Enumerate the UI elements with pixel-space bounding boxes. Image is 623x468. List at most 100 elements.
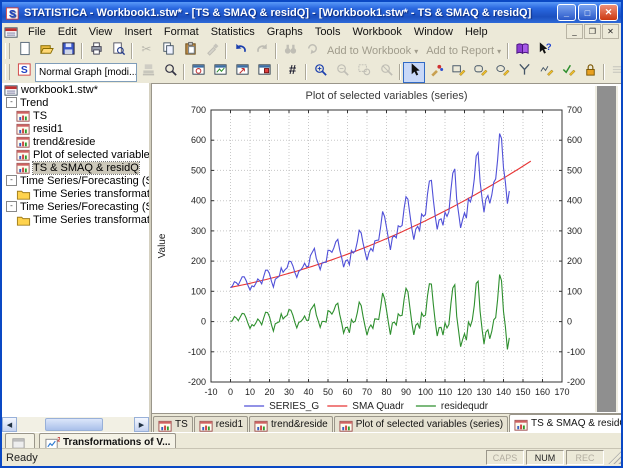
new-page-icon xyxy=(17,41,32,61)
tree-horizontal-scrollbar[interactable]: ◀ ▶ xyxy=(2,417,149,432)
menu-format[interactable]: Format xyxy=(158,25,205,39)
tree-item[interactable]: workbook1.stw* xyxy=(2,83,149,96)
help-book-button[interactable] xyxy=(511,40,533,61)
draw-custom-button[interactable] xyxy=(557,62,579,83)
save-button[interactable] xyxy=(57,40,79,61)
tree-expander[interactable]: - xyxy=(6,201,17,212)
context-help-button[interactable]: ? xyxy=(533,40,555,61)
window-zoom-icon xyxy=(191,62,206,82)
tree-expander[interactable]: - xyxy=(6,175,17,186)
graph-type-select[interactable]: Normal Graph [modi...▼ xyxy=(35,63,137,82)
menu-file[interactable]: File xyxy=(22,25,52,39)
workbook-tab[interactable]: Plot of selected variables (series) xyxy=(334,416,508,432)
status-bar: Ready CAPSNUMREC xyxy=(2,448,621,466)
toolbar-separator xyxy=(275,43,277,59)
add-to-report-button[interactable]: Add to Report▾ xyxy=(422,45,505,57)
gridlines-button[interactable]: # xyxy=(281,62,303,83)
svg-text:20: 20 xyxy=(264,387,274,397)
tree-item[interactable]: Time Series transformations dialog xyxy=(2,213,149,226)
maximize-button[interactable]: □ xyxy=(578,4,597,21)
tree-item[interactable]: -Time Series/Forecasting (Series_Gmy.sta… xyxy=(2,174,149,187)
draw-rect-button[interactable] xyxy=(447,62,469,83)
pointer-tool-button[interactable] xyxy=(403,62,425,83)
tree-item[interactable]: Time Series transformations dialog xyxy=(2,187,149,200)
gray-lines-icon xyxy=(611,62,623,82)
graph-window-scroll-area[interactable] xyxy=(595,86,618,412)
tree-item[interactable]: trend&reside xyxy=(2,135,149,148)
mdi-minimize-button[interactable]: _ xyxy=(566,24,583,39)
minimize-button[interactable]: _ xyxy=(557,4,576,21)
graph-layout-button[interactable] xyxy=(231,62,253,83)
zoom-custom-button[interactable] xyxy=(159,62,181,83)
tree-item[interactable]: TS & SMAQ & residQ xyxy=(2,161,149,174)
print-preview-button[interactable] xyxy=(107,40,129,61)
menu-edit[interactable]: Edit xyxy=(52,25,83,39)
open-button[interactable] xyxy=(35,40,57,61)
svg-text:60: 60 xyxy=(342,387,352,397)
zoom-in-button[interactable] xyxy=(309,62,331,83)
draw-ellipse-button[interactable] xyxy=(491,62,513,83)
title-bar[interactable]: S STATISTICA - Workbook1.stw* - [TS & SM… xyxy=(2,2,621,23)
menu-insert[interactable]: Insert xyxy=(118,25,158,39)
svg-text:90: 90 xyxy=(401,387,411,397)
statistica-style-button[interactable]: S xyxy=(13,62,35,83)
draw-rounded-button[interactable] xyxy=(469,62,491,83)
svg-text:-200: -200 xyxy=(567,377,585,387)
apply-style-button xyxy=(137,62,159,83)
line-style-button xyxy=(607,62,623,83)
lock-icon xyxy=(583,62,598,82)
lock-tool-button[interactable] xyxy=(579,62,601,83)
zoom-reset-button xyxy=(375,62,397,83)
new-button[interactable] xyxy=(13,40,35,61)
point-label-button[interactable] xyxy=(513,62,535,83)
paste-button[interactable] xyxy=(179,40,201,61)
add-to-workbook-button[interactable]: Add to Workbook▾ xyxy=(323,45,422,57)
tree-expander[interactable]: - xyxy=(6,97,17,108)
mdi-restore-button[interactable]: ❐ xyxy=(584,24,601,39)
print-button[interactable] xyxy=(85,40,107,61)
series-plot-chart[interactable]: -100102030405060708090100110120130140150… xyxy=(154,86,600,416)
menu-tools[interactable]: Tools xyxy=(309,25,347,39)
mdi-close-button[interactable]: ✕ xyxy=(602,24,619,39)
fit-window-button[interactable] xyxy=(187,62,209,83)
scrollbar-thumb[interactable] xyxy=(45,418,103,431)
workbook-tab[interactable]: TS xyxy=(153,416,193,432)
book-icon xyxy=(515,41,530,61)
toolbar-grip[interactable] xyxy=(5,43,10,59)
menu-help[interactable]: Help xyxy=(459,25,494,39)
graph-doc-icon xyxy=(339,419,353,431)
workbook-tab[interactable]: resid1 xyxy=(194,416,248,432)
graph-doc-icon xyxy=(16,148,31,161)
undo-button[interactable] xyxy=(229,40,251,61)
tree-item[interactable]: -Time Series/Forecasting (Series_Gmy.sta… xyxy=(2,200,149,213)
toolbar-grip[interactable] xyxy=(5,64,10,80)
graph-doc-icon xyxy=(158,419,172,431)
close-button[interactable]: ✕ xyxy=(599,4,618,21)
scissors-icon: ✂ xyxy=(139,41,154,61)
brush-color-icon xyxy=(429,62,444,82)
menu-window[interactable]: Window xyxy=(408,25,459,39)
graph-data-editor-button[interactable] xyxy=(253,62,275,83)
svg-text:-200: -200 xyxy=(188,377,206,387)
svg-text:300: 300 xyxy=(567,226,582,236)
scroll-right-button[interactable]: ▶ xyxy=(134,417,149,432)
tree-item[interactable]: TS xyxy=(2,109,149,122)
workbook-tab[interactable]: TS & SMAQ & residQ xyxy=(509,414,623,432)
copy-button[interactable] xyxy=(157,40,179,61)
tree-item[interactable]: Plot of selected variables (series) xyxy=(2,148,149,161)
menu-view[interactable]: View xyxy=(83,25,119,39)
svg-text:30: 30 xyxy=(284,387,294,397)
tree-item[interactable]: resid1 xyxy=(2,122,149,135)
menu-statistics[interactable]: Statistics xyxy=(205,25,261,39)
tree-item[interactable]: -Trend xyxy=(2,96,149,109)
menu-graphs[interactable]: Graphs xyxy=(261,25,309,39)
resize-grip[interactable] xyxy=(608,451,621,464)
workbook-tab[interactable]: trend&reside xyxy=(249,416,333,432)
brushing-tool-button[interactable] xyxy=(425,62,447,83)
draw-freeform-button[interactable] xyxy=(535,62,557,83)
graph-options-button[interactable] xyxy=(209,62,231,83)
menu-workbook[interactable]: Workbook xyxy=(347,25,408,39)
scroll-left-button[interactable]: ◀ xyxy=(2,417,17,432)
svg-text:0: 0 xyxy=(201,317,206,327)
zoom-selection-button xyxy=(353,62,375,83)
